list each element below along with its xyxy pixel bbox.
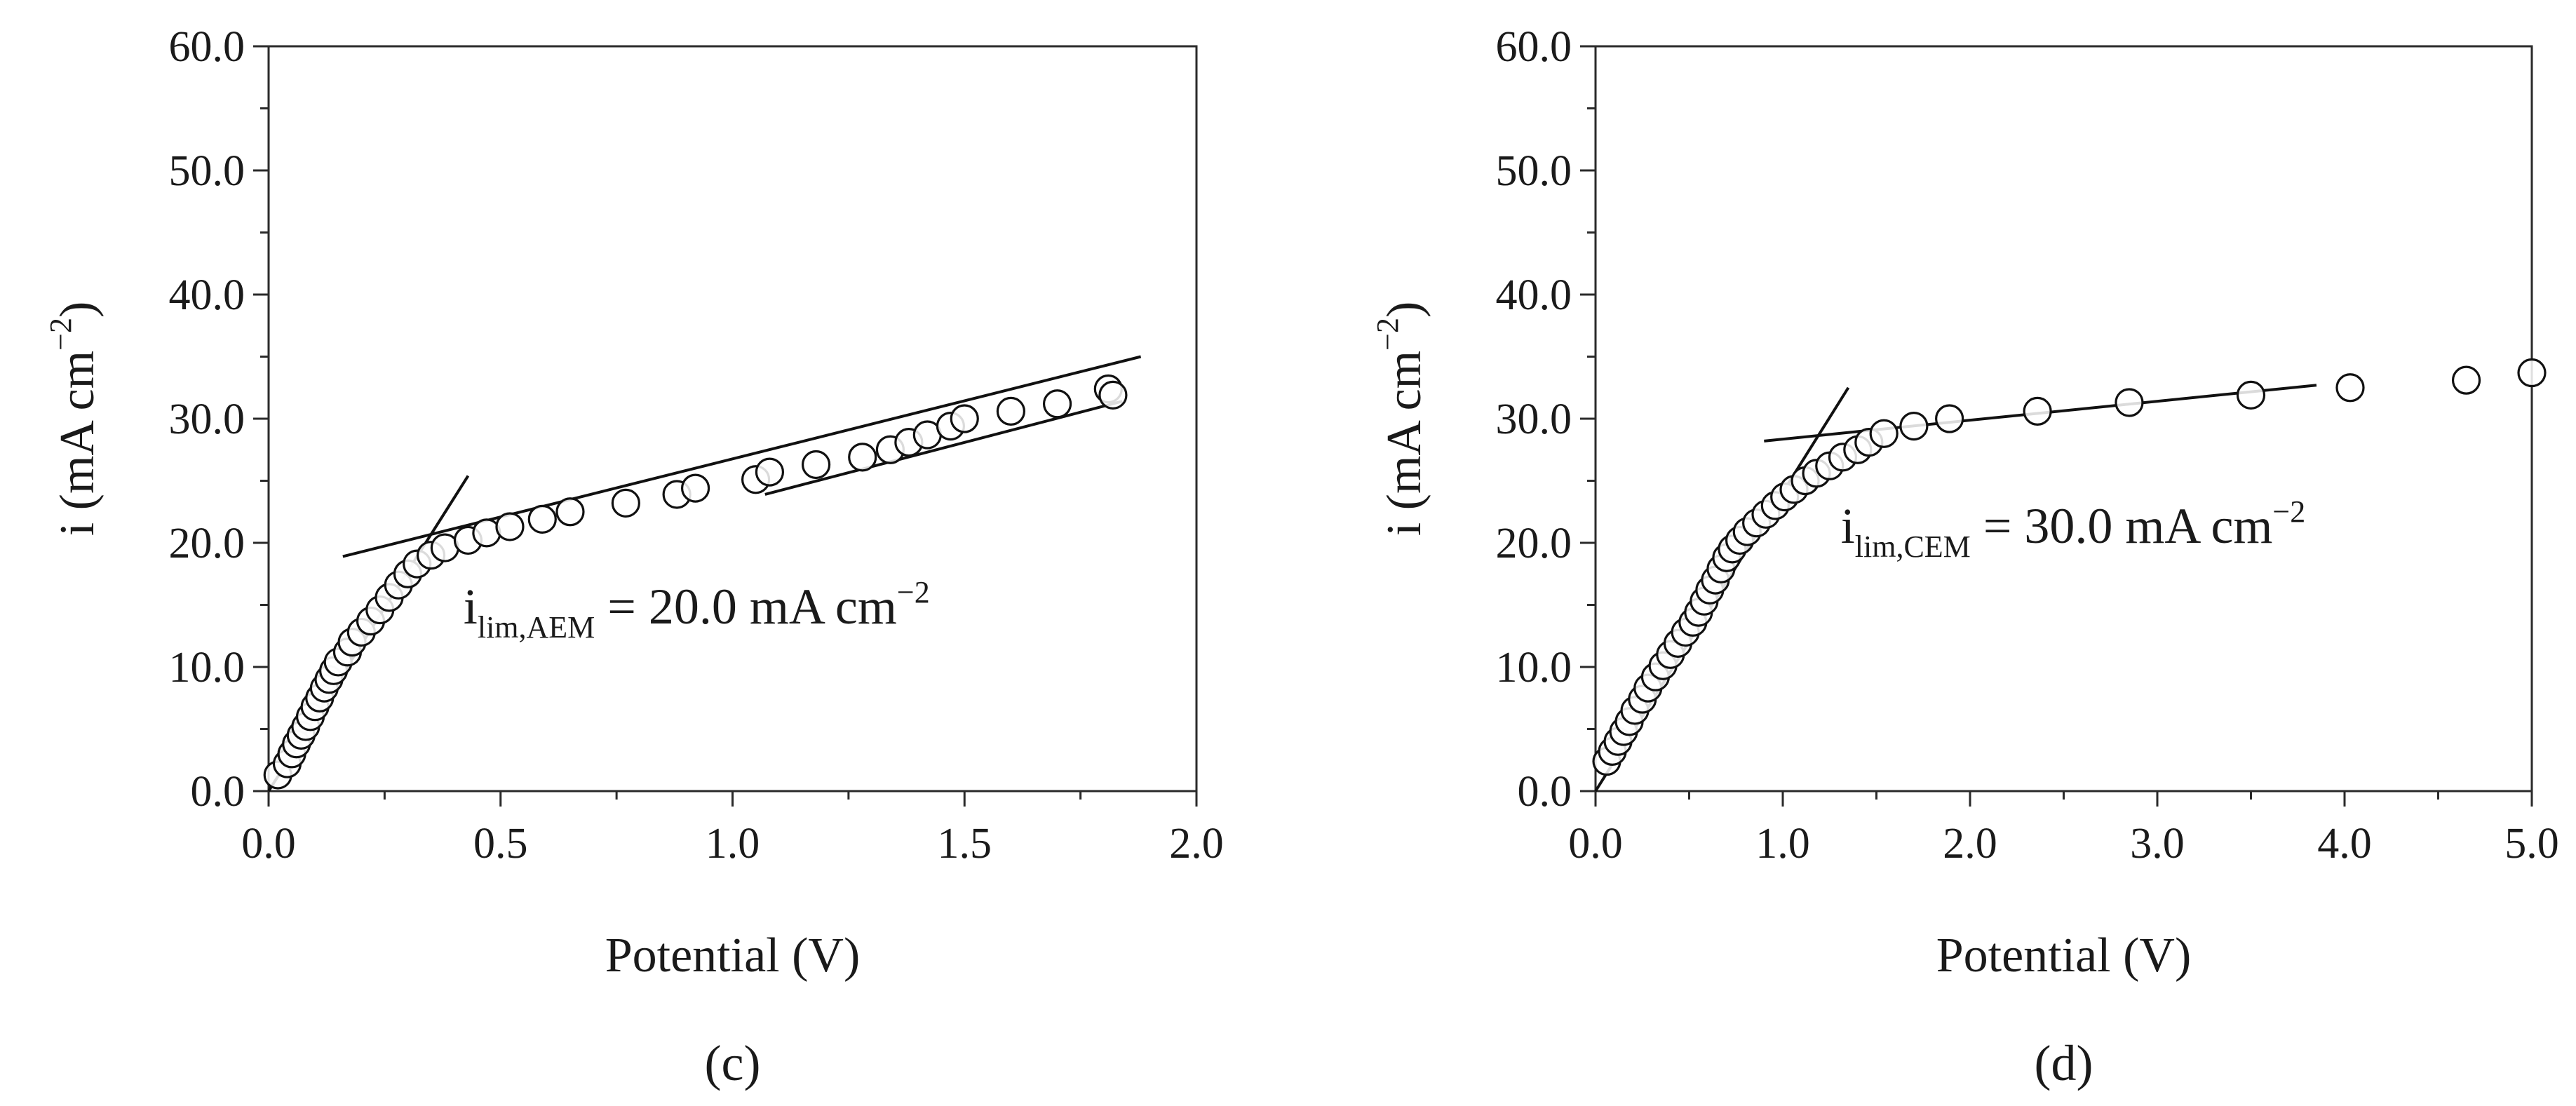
data-point: [495, 512, 525, 541]
x-tick-label: 0.0: [241, 820, 296, 868]
x-tick-label: 1.0: [1755, 820, 1810, 868]
y-tick-label: 10.0: [169, 644, 245, 692]
data-point: [2023, 396, 2052, 426]
panel-c: 0.0 10.0 20.0 30.0 40.0 50.0 60.0 0.0 0.5 1.0 1.5 2…: [43, 23, 1224, 1091]
annotation-value: = 30.0 mA cm: [1971, 498, 2273, 554]
annotation-symbol: i: [464, 579, 478, 635]
data-point: [848, 443, 877, 472]
y-axis-title: i (mA cm−2): [1370, 302, 1431, 537]
annotation-value: = 20.0 mA cm: [595, 579, 897, 635]
data-point: [1935, 404, 1964, 433]
x-tick-label: 1.5: [938, 820, 992, 868]
y-tick-label: 0.0: [191, 768, 245, 816]
x-tick-label: 0.5: [473, 820, 528, 868]
data-point: [555, 497, 585, 527]
x-tick-label: 3.0: [2130, 820, 2185, 868]
data-point: [996, 396, 1026, 426]
y-axis-title-superscript: −2: [43, 318, 78, 351]
data-point: [2451, 365, 2481, 395]
data-point: [611, 488, 640, 518]
plot-frame: [1594, 45, 2533, 793]
data-point: [1098, 380, 1128, 410]
x-tick-label: 5.0: [2504, 820, 2559, 868]
x-axis-title: Potential (V): [1936, 929, 2192, 983]
y-tick-label: 0.0: [1518, 768, 1572, 816]
limiting-current-annotation: ilim,AEM = 20.0 mA cm−2: [464, 575, 930, 645]
annotation-subscript: lim,CEM: [1855, 530, 1971, 564]
y-tick-label: 20.0: [1496, 520, 1572, 567]
data-point: [2335, 373, 2365, 403]
y-axis-title-text: i (mA cm: [1377, 351, 1431, 536]
panel-d: 0.0 10.0 20.0 30.0 40.0 50.0 60.0 0.0 1.0 2.0 3.0 4…: [1370, 23, 2559, 1091]
y-tick-label: 60.0: [169, 23, 245, 71]
data-point: [950, 404, 979, 433]
y-axis-title-close: ): [1377, 302, 1431, 318]
data-point: [2115, 388, 2144, 417]
y-axis-title: i (mA cm−2): [43, 302, 104, 537]
limiting-current-annotation: ilim,CEM = 30.0 mA cm−2: [1841, 494, 2305, 564]
y-axis-title-text: i (mA cm: [50, 351, 104, 536]
data-point: [755, 457, 785, 487]
panel-label: (d): [2035, 1035, 2093, 1091]
data-point: [680, 473, 710, 503]
annotation-superscript: −2: [2272, 494, 2305, 529]
y-tick-label: 60.0: [1496, 23, 1572, 71]
y-tick-label: 30.0: [169, 396, 245, 443]
y-axis-title-superscript: −2: [1370, 318, 1405, 351]
x-tick-label: 2.0: [1943, 820, 1997, 868]
panel-label: (c): [705, 1035, 761, 1091]
y-tick-label: 10.0: [1496, 644, 1572, 692]
data-point: [2517, 358, 2547, 388]
y-tick-label: 50.0: [1496, 147, 1572, 195]
y-axis-title-close: ): [50, 302, 104, 318]
data-point: [2236, 380, 2266, 410]
data-point: [1899, 412, 1929, 441]
y-tick-label: 50.0: [169, 147, 245, 195]
data-point: [527, 504, 557, 534]
annotation-symbol: i: [1841, 498, 1855, 554]
annotation-superscript: −2: [897, 575, 930, 609]
x-tick-label: 2.0: [1169, 820, 1224, 868]
y-tick-label: 40.0: [1496, 271, 1572, 319]
data-point: [1042, 389, 1072, 419]
x-tick-label: 1.0: [706, 820, 760, 868]
fit-line-plateau-fit-1: [342, 355, 1142, 558]
y-tick-label: 30.0: [1496, 396, 1572, 443]
annotation-subscript: lim,AEM: [478, 610, 595, 645]
data-point: [801, 450, 831, 480]
y-tick-label: 20.0: [169, 520, 245, 567]
data-point: [1869, 419, 1899, 448]
x-tick-label: 4.0: [2317, 820, 2372, 868]
x-axis-title: Potential (V): [605, 929, 861, 983]
x-tick-label: 0.0: [1568, 820, 1623, 868]
y-tick-label: 40.0: [169, 271, 245, 319]
